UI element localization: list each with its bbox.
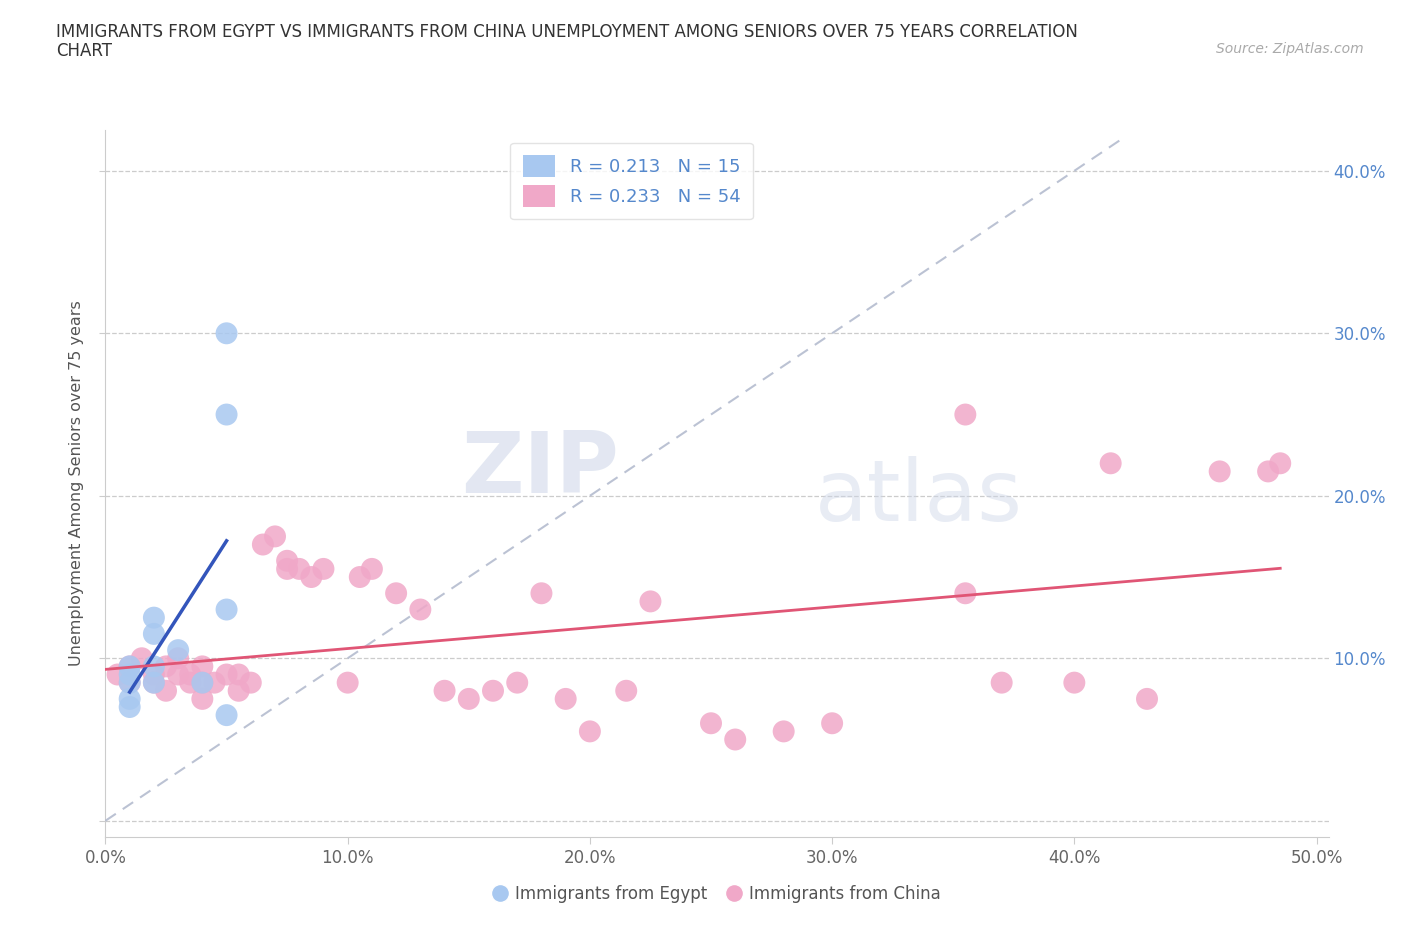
Point [118,675,141,690]
Point [990,675,1012,690]
Point [228,684,250,698]
Text: Source: ZipAtlas.com: Source: ZipAtlas.com [1216,42,1364,56]
Point [118,667,141,682]
Point [336,675,359,690]
Point [142,659,165,674]
Point [215,667,238,682]
Point [142,610,165,625]
Point [1099,456,1122,471]
Text: atlas: atlas [815,457,1024,539]
Point [142,627,165,642]
Point [179,675,201,690]
Point [155,659,177,674]
Point [276,562,298,577]
Point [155,684,177,698]
Point [191,675,214,690]
Point [700,716,723,731]
Point [955,407,977,422]
Point [482,684,505,698]
Point [433,684,456,698]
Point [142,667,165,682]
Point [191,675,214,690]
Point [640,594,662,609]
Point [385,586,408,601]
Point [118,691,141,706]
Point [276,553,298,568]
Point [167,651,190,666]
Point [215,326,238,340]
Point [142,675,165,690]
Point [215,602,238,617]
Point [191,659,214,674]
Point [530,586,553,601]
Point [772,724,794,738]
Point [179,667,201,682]
Point [118,675,141,690]
Point [614,684,637,698]
Point [252,538,274,552]
Text: IMMIGRANTS FROM EGYPT VS IMMIGRANTS FROM CHINA UNEMPLOYMENT AMONG SENIORS OVER 7: IMMIGRANTS FROM EGYPT VS IMMIGRANTS FROM… [56,23,1078,41]
Point [457,691,479,706]
Point [167,667,190,682]
Text: ZIP: ZIP [461,428,619,511]
Point [955,586,977,601]
Point [288,562,311,577]
Point [579,724,602,738]
Point [1063,675,1085,690]
Point [107,667,129,682]
Point [506,675,529,690]
Point [131,651,153,666]
Point [215,407,238,422]
Y-axis label: Unemployment Among Seniors over 75 years: Unemployment Among Seniors over 75 years [69,300,84,667]
Text: CHART: CHART [56,42,112,60]
Point [821,716,844,731]
Point [312,562,335,577]
Point [204,675,226,690]
Point [1257,464,1279,479]
Point [724,732,747,747]
Point [1270,456,1292,471]
Legend: Immigrants from Egypt, Immigrants from China: Immigrants from Egypt, Immigrants from C… [486,879,948,910]
Point [1136,691,1159,706]
Point [554,691,576,706]
Point [118,659,141,674]
Point [215,708,238,723]
Point [191,691,214,706]
Point [142,675,165,690]
Point [228,667,250,682]
Point [1208,464,1230,479]
Point [118,659,141,674]
Point [118,699,141,714]
Point [349,569,371,584]
Point [264,529,287,544]
Point [361,562,384,577]
Point [239,675,262,690]
Point [167,643,190,658]
Point [299,569,322,584]
Point [409,602,432,617]
